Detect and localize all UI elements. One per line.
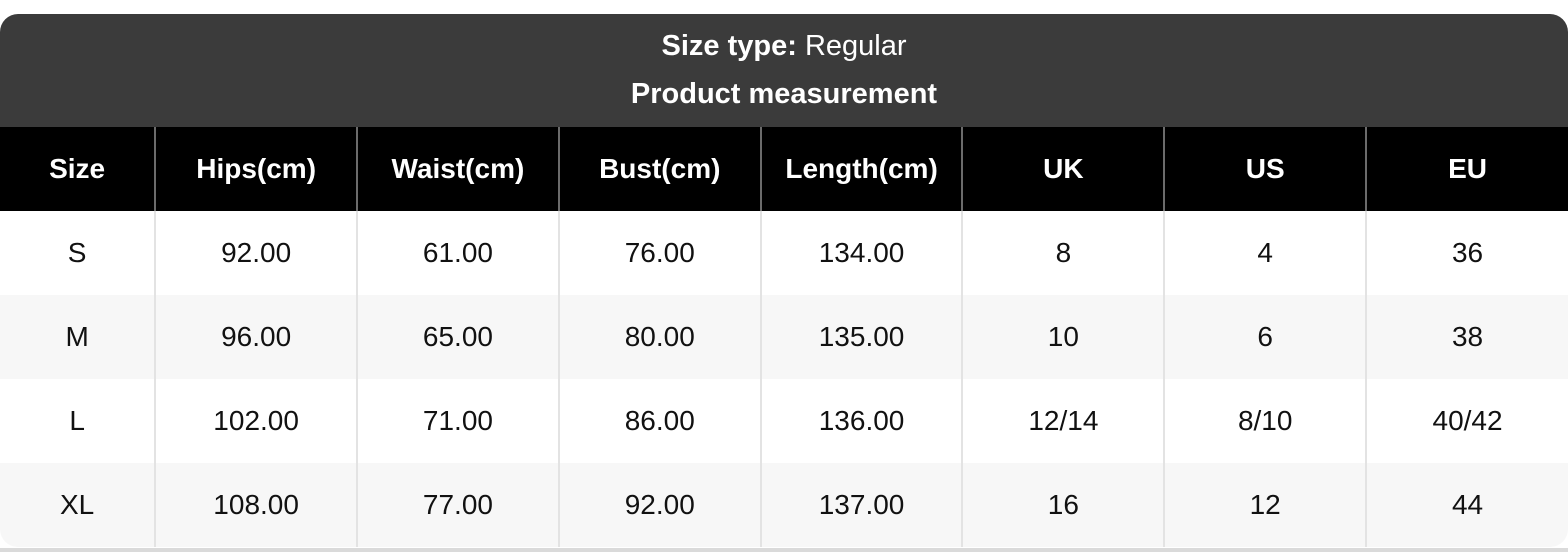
cell-s-waist-cm: 61.00 xyxy=(356,211,559,295)
bottom-divider xyxy=(0,548,1568,552)
size-measurement-table: Size Hips(cm) Waist(cm) Bust(cm) Length(cm) U… xyxy=(0,127,1568,547)
size-type-label: Size type: xyxy=(661,30,797,62)
cell-l-eu: 40/42 xyxy=(1365,379,1568,463)
cell-l-hips-cm: 102.00 xyxy=(154,379,358,463)
cell-s-uk: 8 xyxy=(961,211,1165,295)
cell-l-waist-cm: 71.00 xyxy=(356,379,559,463)
cell-xl-waist-cm: 77.00 xyxy=(356,463,559,547)
cell-m-size: M xyxy=(0,295,156,379)
product-measurement-title: Product measurement xyxy=(630,78,938,110)
size-type-value: Regular xyxy=(804,30,907,62)
cell-xl-uk: 16 xyxy=(961,463,1165,547)
cell-xl-hips-cm: 108.00 xyxy=(154,463,358,547)
cell-s-bust-cm: 76.00 xyxy=(557,211,761,295)
cell-s-length-cm: 134.00 xyxy=(759,211,963,295)
size-chart-banner: Size type: Regular Product measurement xyxy=(0,14,1568,127)
cell-xl-us: 12 xyxy=(1163,463,1367,547)
column-header-waist-cm: Waist(cm) xyxy=(356,127,559,211)
cell-l-size: L xyxy=(0,379,156,463)
cell-m-eu: 38 xyxy=(1365,295,1568,379)
column-header-bust-cm: Bust(cm) xyxy=(557,127,761,211)
table-header-row: Size Hips(cm) Waist(cm) Bust(cm) Length(cm) U… xyxy=(0,127,1568,211)
cell-l-uk: 12/14 xyxy=(961,379,1165,463)
cell-m-hips-cm: 96.00 xyxy=(154,295,358,379)
cell-m-bust-cm: 80.00 xyxy=(557,295,761,379)
cell-m-uk: 10 xyxy=(961,295,1165,379)
column-header-size: Size xyxy=(0,127,156,211)
cell-m-us: 6 xyxy=(1163,295,1367,379)
cell-xl-size: XL xyxy=(0,463,156,547)
cell-xl-bust-cm: 92.00 xyxy=(557,463,761,547)
table-header: Size Hips(cm) Waist(cm) Bust(cm) Length(cm) U… xyxy=(0,127,1568,211)
cell-l-us: 8/10 xyxy=(1163,379,1367,463)
cell-s-hips-cm: 92.00 xyxy=(154,211,358,295)
column-header-uk: UK xyxy=(961,127,1165,211)
cell-xl-eu: 44 xyxy=(1365,463,1568,547)
cell-s-eu: 36 xyxy=(1365,211,1568,295)
table-row-s: S 92.00 61.00 76.00 134.00 8 4 36 xyxy=(0,211,1568,295)
cell-m-waist-cm: 65.00 xyxy=(356,295,559,379)
cell-l-bust-cm: 86.00 xyxy=(557,379,761,463)
cell-s-size: S xyxy=(0,211,156,295)
column-header-length-cm: Length(cm) xyxy=(759,127,963,211)
cell-xl-length-cm: 137.00 xyxy=(759,463,963,547)
column-header-eu: EU xyxy=(1365,127,1568,211)
column-header-hips-cm: Hips(cm) xyxy=(154,127,358,211)
table-row-xl: XL 108.00 77.00 92.00 137.00 16 12 44 xyxy=(0,463,1568,547)
table-row-m: M 96.00 65.00 80.00 135.00 10 6 38 xyxy=(0,295,1568,379)
column-header-us: US xyxy=(1163,127,1367,211)
cell-m-length-cm: 135.00 xyxy=(759,295,963,379)
table-body: S 92.00 61.00 76.00 134.00 8 4 36 M 96.00 65.00 80.… xyxy=(0,211,1568,547)
table-row-l: L 102.00 71.00 86.00 136.00 12/14 8/10 40/42 xyxy=(0,379,1568,463)
size-chart-card: Size type: Regular Product measurement S… xyxy=(0,14,1568,547)
size-type-line: Size type: Regular xyxy=(662,32,907,61)
cell-l-length-cm: 136.00 xyxy=(759,379,963,463)
cell-s-us: 4 xyxy=(1163,211,1367,295)
